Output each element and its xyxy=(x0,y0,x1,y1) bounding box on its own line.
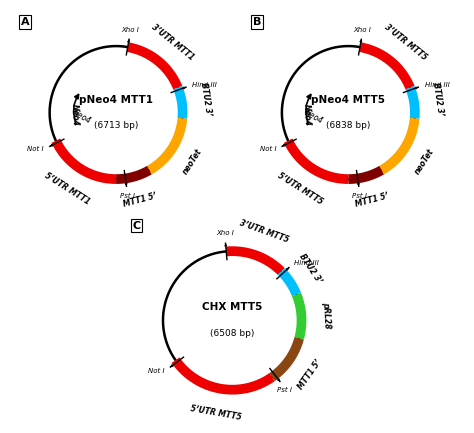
Text: Pst I: Pst I xyxy=(352,193,367,199)
Text: MTT1 5’: MTT1 5’ xyxy=(122,191,157,209)
Text: Hind III: Hind III xyxy=(425,82,449,88)
Text: (6508 bp): (6508 bp) xyxy=(210,329,255,338)
Text: Neo4: Neo4 xyxy=(303,107,325,126)
Text: pNeo4 MTT1: pNeo4 MTT1 xyxy=(79,95,153,105)
Text: A: A xyxy=(20,17,29,27)
Text: Not I: Not I xyxy=(148,368,165,374)
Text: Neo4: Neo4 xyxy=(70,103,80,126)
Text: BTU2 3’: BTU2 3’ xyxy=(431,82,445,116)
Text: 3’UTR MTT5: 3’UTR MTT5 xyxy=(383,23,428,62)
Text: B: B xyxy=(253,17,261,27)
Text: MTT1 5’: MTT1 5’ xyxy=(296,358,323,391)
Text: Xho I: Xho I xyxy=(121,27,139,33)
Text: Hind III: Hind III xyxy=(294,260,319,266)
Text: Neo4: Neo4 xyxy=(71,107,92,126)
Text: Pst I: Pst I xyxy=(277,387,292,393)
Text: Not I: Not I xyxy=(260,146,276,152)
Text: 5’UTR MTT1: 5’UTR MTT1 xyxy=(43,171,92,207)
Text: 3’UTR MTT5: 3’UTR MTT5 xyxy=(239,219,290,245)
Text: Xho I: Xho I xyxy=(216,230,234,236)
Text: pRL28: pRL28 xyxy=(321,301,332,328)
Text: Xho I: Xho I xyxy=(354,27,372,33)
Text: BTU2 3’: BTU2 3’ xyxy=(298,252,324,285)
Text: (6713 bp): (6713 bp) xyxy=(94,120,138,129)
Text: 3’UTR MTT1: 3’UTR MTT1 xyxy=(150,23,196,62)
Text: 5’UTR MTT5: 5’UTR MTT5 xyxy=(275,171,324,207)
Text: Pst I: Pst I xyxy=(120,193,135,199)
Text: pNeo4 MTT5: pNeo4 MTT5 xyxy=(311,95,385,105)
Text: MTT1 5’: MTT1 5’ xyxy=(354,191,390,209)
Text: 5’UTR MTT5: 5’UTR MTT5 xyxy=(190,404,242,422)
Text: Hind III: Hind III xyxy=(192,82,217,88)
Text: Neo4: Neo4 xyxy=(302,103,312,126)
Text: neoTet: neoTet xyxy=(181,147,204,176)
Text: Not I: Not I xyxy=(27,146,44,152)
Text: BTU2 3’: BTU2 3’ xyxy=(199,82,212,116)
Text: neoTet: neoTet xyxy=(413,147,436,176)
Text: CHX MTT5: CHX MTT5 xyxy=(202,302,263,313)
Text: C: C xyxy=(133,221,141,231)
Text: (6838 bp): (6838 bp) xyxy=(326,120,371,129)
